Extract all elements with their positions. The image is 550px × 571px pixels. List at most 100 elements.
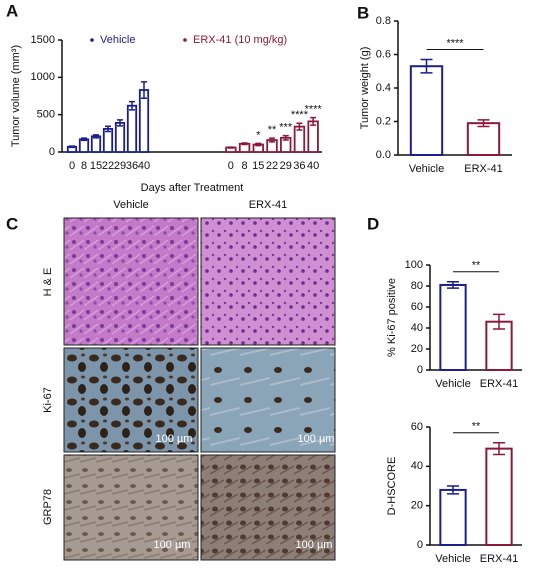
error-bar	[447, 485, 459, 495]
x-tick-label: 8	[242, 160, 248, 172]
significance-label: **	[472, 260, 481, 272]
error-bar	[296, 122, 303, 131]
x-tick-label: 22	[102, 160, 114, 172]
error-bar	[493, 313, 505, 330]
y-axis-label: Tumor weight (g)	[359, 47, 371, 130]
panel-label: B	[357, 3, 369, 22]
error-bar	[269, 137, 275, 143]
panel-label: D	[367, 214, 379, 233]
x-tick-label: ERX-41	[480, 378, 519, 390]
histology-image	[200, 217, 336, 346]
bar	[485, 447, 513, 546]
error-bar	[105, 125, 111, 133]
y-tick-label: 60	[411, 421, 423, 433]
y-tick-label: 0.4	[376, 82, 391, 94]
x-tick-label: 36	[126, 160, 138, 172]
x-tick-label: 40	[138, 160, 150, 172]
significance-label: ****	[291, 109, 309, 121]
y-axis-label: D-HSCORE	[386, 457, 398, 516]
x-tick-label: 40	[307, 160, 319, 172]
histology-image	[63, 454, 199, 561]
panel-label: A	[6, 1, 18, 20]
row-label: Ki-67	[42, 387, 54, 413]
x-tick-label: ERX-41	[464, 163, 503, 175]
bar	[78, 138, 90, 153]
scale-bar-label: 100 µm	[298, 433, 335, 445]
panel-label: C	[6, 214, 18, 233]
error-bar	[241, 142, 248, 146]
significance-label: **	[472, 421, 481, 433]
x-tick-label: 15	[252, 160, 264, 172]
y-tick-label: 80	[411, 280, 423, 292]
histology-image	[63, 347, 199, 453]
y-tick-label: 40	[411, 322, 423, 334]
significance-label: ****	[305, 104, 323, 116]
y-axis-label: % Ki-67 positive	[386, 278, 398, 357]
y-tick-label: 100	[405, 259, 423, 271]
legend-marker	[90, 38, 94, 42]
error-bar	[420, 58, 433, 74]
x-axis-label: Days after Treatment	[141, 182, 244, 194]
bar	[307, 120, 319, 153]
bar	[102, 127, 114, 153]
x-tick-label: Vehicle	[409, 163, 444, 175]
x-tick-label: 0	[69, 160, 75, 172]
significance-label: *	[256, 129, 261, 141]
error-bar	[69, 145, 75, 149]
y-tick-label: 0.6	[376, 48, 391, 60]
error-bar	[282, 134, 289, 141]
x-tick-label: Vehicle	[435, 378, 470, 390]
column-label: Vehicle	[113, 199, 148, 211]
bar	[114, 121, 126, 153]
x-tick-label: 29	[280, 160, 292, 172]
x-tick-label: 29	[114, 160, 126, 172]
error-bar	[81, 137, 87, 142]
y-tick-label: 60	[411, 301, 423, 313]
error-bar	[310, 116, 317, 126]
x-tick-label: Vehicle	[435, 553, 470, 565]
error-bar	[141, 81, 147, 99]
x-tick-label: 0	[228, 160, 234, 172]
scale-bar-label: 100 µm	[154, 539, 191, 551]
bar	[439, 488, 467, 546]
y-tick-label: 0	[49, 146, 55, 158]
x-tick-label: 8	[81, 160, 87, 172]
x-tick-label: ERX-41	[480, 553, 519, 565]
y-tick-label: 20	[411, 500, 423, 512]
error-bar	[477, 119, 490, 128]
y-tick-label: 0	[417, 539, 423, 551]
bar	[466, 122, 501, 157]
error-bar	[255, 142, 262, 147]
bar	[138, 89, 150, 153]
y-tick-label: 40	[411, 460, 423, 472]
x-tick-label: 36	[293, 160, 305, 172]
y-tick-label: 20	[411, 343, 423, 355]
bar	[90, 135, 102, 153]
y-tick-label: 1500	[31, 34, 55, 46]
y-tick-label: 0.0	[376, 149, 391, 161]
error-bar	[129, 100, 135, 111]
legend-label: ERX-41 (10 mg/kg)	[193, 34, 287, 46]
legend-label: Vehicle	[100, 34, 135, 46]
bar	[126, 104, 138, 153]
significance-label: ***	[279, 121, 293, 133]
y-axis-label: Tumor volume (mm³)	[10, 45, 22, 147]
y-tick-label: 1000	[31, 71, 55, 83]
legend-marker	[183, 38, 187, 42]
error-bar	[117, 119, 123, 127]
x-tick-label: 15	[90, 160, 102, 172]
histology-image	[200, 347, 336, 453]
y-tick-label: 0	[417, 364, 423, 376]
significance-label: ****	[446, 37, 464, 49]
x-tick-label: 22	[266, 160, 278, 172]
significance-label: **	[268, 124, 277, 136]
row-label: H & E	[42, 268, 54, 297]
scale-bar-label: 100 µm	[296, 539, 333, 551]
bar	[439, 283, 467, 372]
histology-image	[200, 454, 336, 561]
error-bar	[227, 146, 234, 149]
column-label: ERX-41	[249, 199, 288, 211]
histology-image	[63, 217, 199, 346]
y-tick-label: 0.2	[376, 115, 391, 127]
